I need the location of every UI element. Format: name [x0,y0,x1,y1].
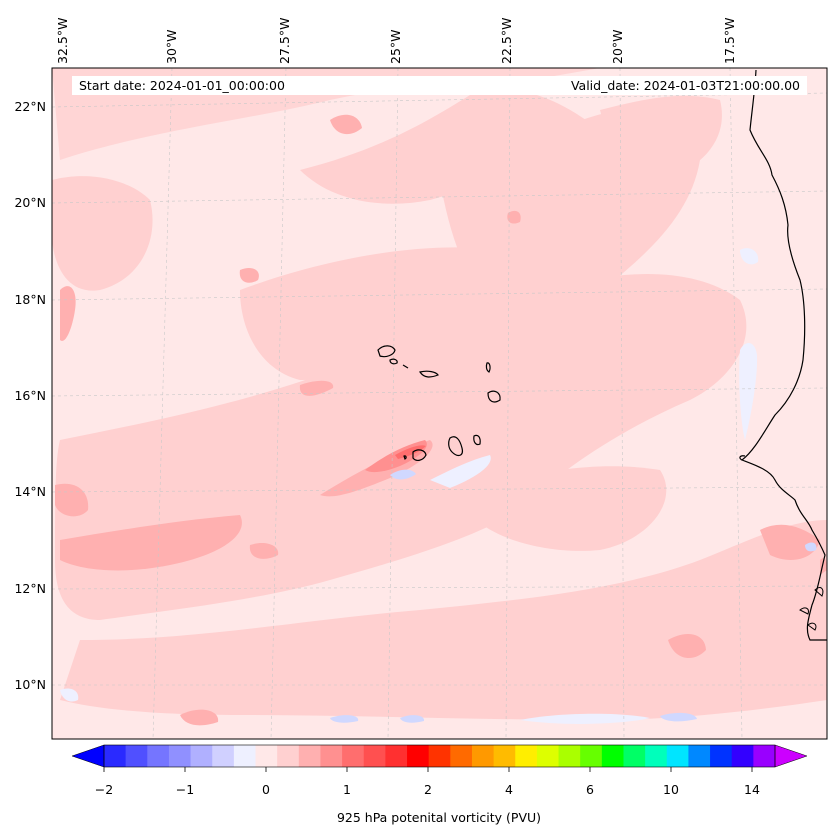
colorbar-cell [601,745,624,767]
colorbar-extend-min [71,744,105,768]
colorbar-cell [342,745,365,767]
colorbar-cell [277,745,300,767]
colorbar-cell [666,745,689,767]
colorbar-tick-label: 10 [663,782,679,797]
pv-contours-slightly-negative [60,248,759,724]
latitude-labels: 22°N 20°N 18°N 16°N 14°N 12°N 10°N [14,99,46,692]
island-sal [485,362,491,373]
colorbar-cell [515,745,538,767]
colorbar: −2 −1 0 1 2 4 6 10 14 925 hPa potenital vorticit… [71,744,808,825]
colorbar-cell [493,745,516,767]
colorbar-cell [645,745,668,767]
graticule [52,68,827,739]
colorbar-cell [363,745,386,767]
colorbar-tick-label: 1 [343,782,351,797]
colorbar-cell [407,745,430,767]
island-maio [473,434,481,446]
colorbar-frame [103,744,776,768]
colorbar-cell [385,745,408,767]
colorbar-cell [710,745,733,767]
lat-label-14n: 14°N [14,484,46,499]
colorbar-cell [104,745,127,767]
header-banner [72,76,807,95]
cape-verde-islands [377,345,501,461]
colorbar-tick-label: 6 [586,782,594,797]
colorbar-tick-label: 14 [744,782,760,797]
lat-label-22n: 22°N [14,99,46,114]
pv-contours-strong [365,440,427,473]
island-santa-luzia [402,364,409,369]
colorbar-cell [731,745,754,767]
map-frame [51,67,828,740]
colorbar-tick-label: 4 [505,782,513,797]
start-date-label: Start date: 2024-01-01_00:00:00 [79,78,285,93]
longitude-labels: 32.5°W 30°W 27.5°W 25°W 22.5°W 20°W 17.5… [55,18,737,64]
colorbar-ticks: −2 −1 0 1 2 4 6 10 14 [95,767,760,797]
colorbar-cell [428,745,451,767]
lon-label-30w: 30°W [164,29,179,64]
island-fogo [412,449,427,461]
island-santo-antao [377,345,396,358]
pv-contours-negative [330,469,817,723]
colorbar-tick-label: 2 [424,782,432,797]
colorbar-cell [471,745,495,767]
colorbar-cell [320,745,343,767]
lon-label-27-5w: 27.5°W [277,18,292,64]
colorbar-cell [450,745,473,767]
lat-label-12n: 12°N [14,581,46,596]
island-sao-vicente [389,358,398,365]
lon-label-25w: 25°W [388,29,403,64]
colorbar-cell [190,745,213,767]
colorbar-extend-max [774,744,808,768]
map-panel: Start date: 2024-01-01_00:00:00 Valid_da… [52,68,827,739]
colorbar-tick-label: −1 [176,782,194,797]
island-boa-vista [487,390,501,403]
colorbar-cell [536,745,560,767]
cap-vert-peninsula [739,455,746,461]
pv-contours-light [52,68,827,720]
lat-label-16n: 16°N [14,388,46,403]
colorbar-cell [753,745,776,767]
colorbar-tick-label: 0 [262,782,270,797]
colorbar-cell [558,745,581,767]
bissagos-islands [799,587,824,631]
lon-label-20w: 20°W [610,29,625,64]
colorbar-cell [298,745,321,767]
colorbar-cells [104,745,776,767]
lon-label-17-5w: 17.5°W [722,18,737,64]
lat-label-18n: 18°N [14,292,46,307]
lat-label-20n: 20°N [14,195,46,210]
island-santiago [448,436,463,457]
africa-coastline [740,69,827,641]
colorbar-cell [147,745,170,767]
colorbar-cell [233,745,257,767]
island-brava [403,455,407,460]
colorbar-label: 925 hPa potenital vorticity (PVU) [337,810,541,825]
colorbar-cell [623,745,646,767]
lon-label-22-5w: 22.5°W [499,18,514,64]
colorbar-cell [212,745,235,767]
colorbar-cell [125,745,148,767]
colorbar-cell [688,745,711,767]
colorbar-cell [168,745,192,767]
valid-date-label: Valid_date: 2024-01-03T21:00:00.00 [571,78,800,93]
island-sao-nicolau [419,370,439,378]
colorbar-tick-label: −2 [95,782,113,797]
colorbar-cell [255,745,278,767]
lon-label-32-5w: 32.5°W [55,18,70,64]
lat-label-10n: 10°N [14,677,46,692]
colorbar-cell [580,745,603,767]
